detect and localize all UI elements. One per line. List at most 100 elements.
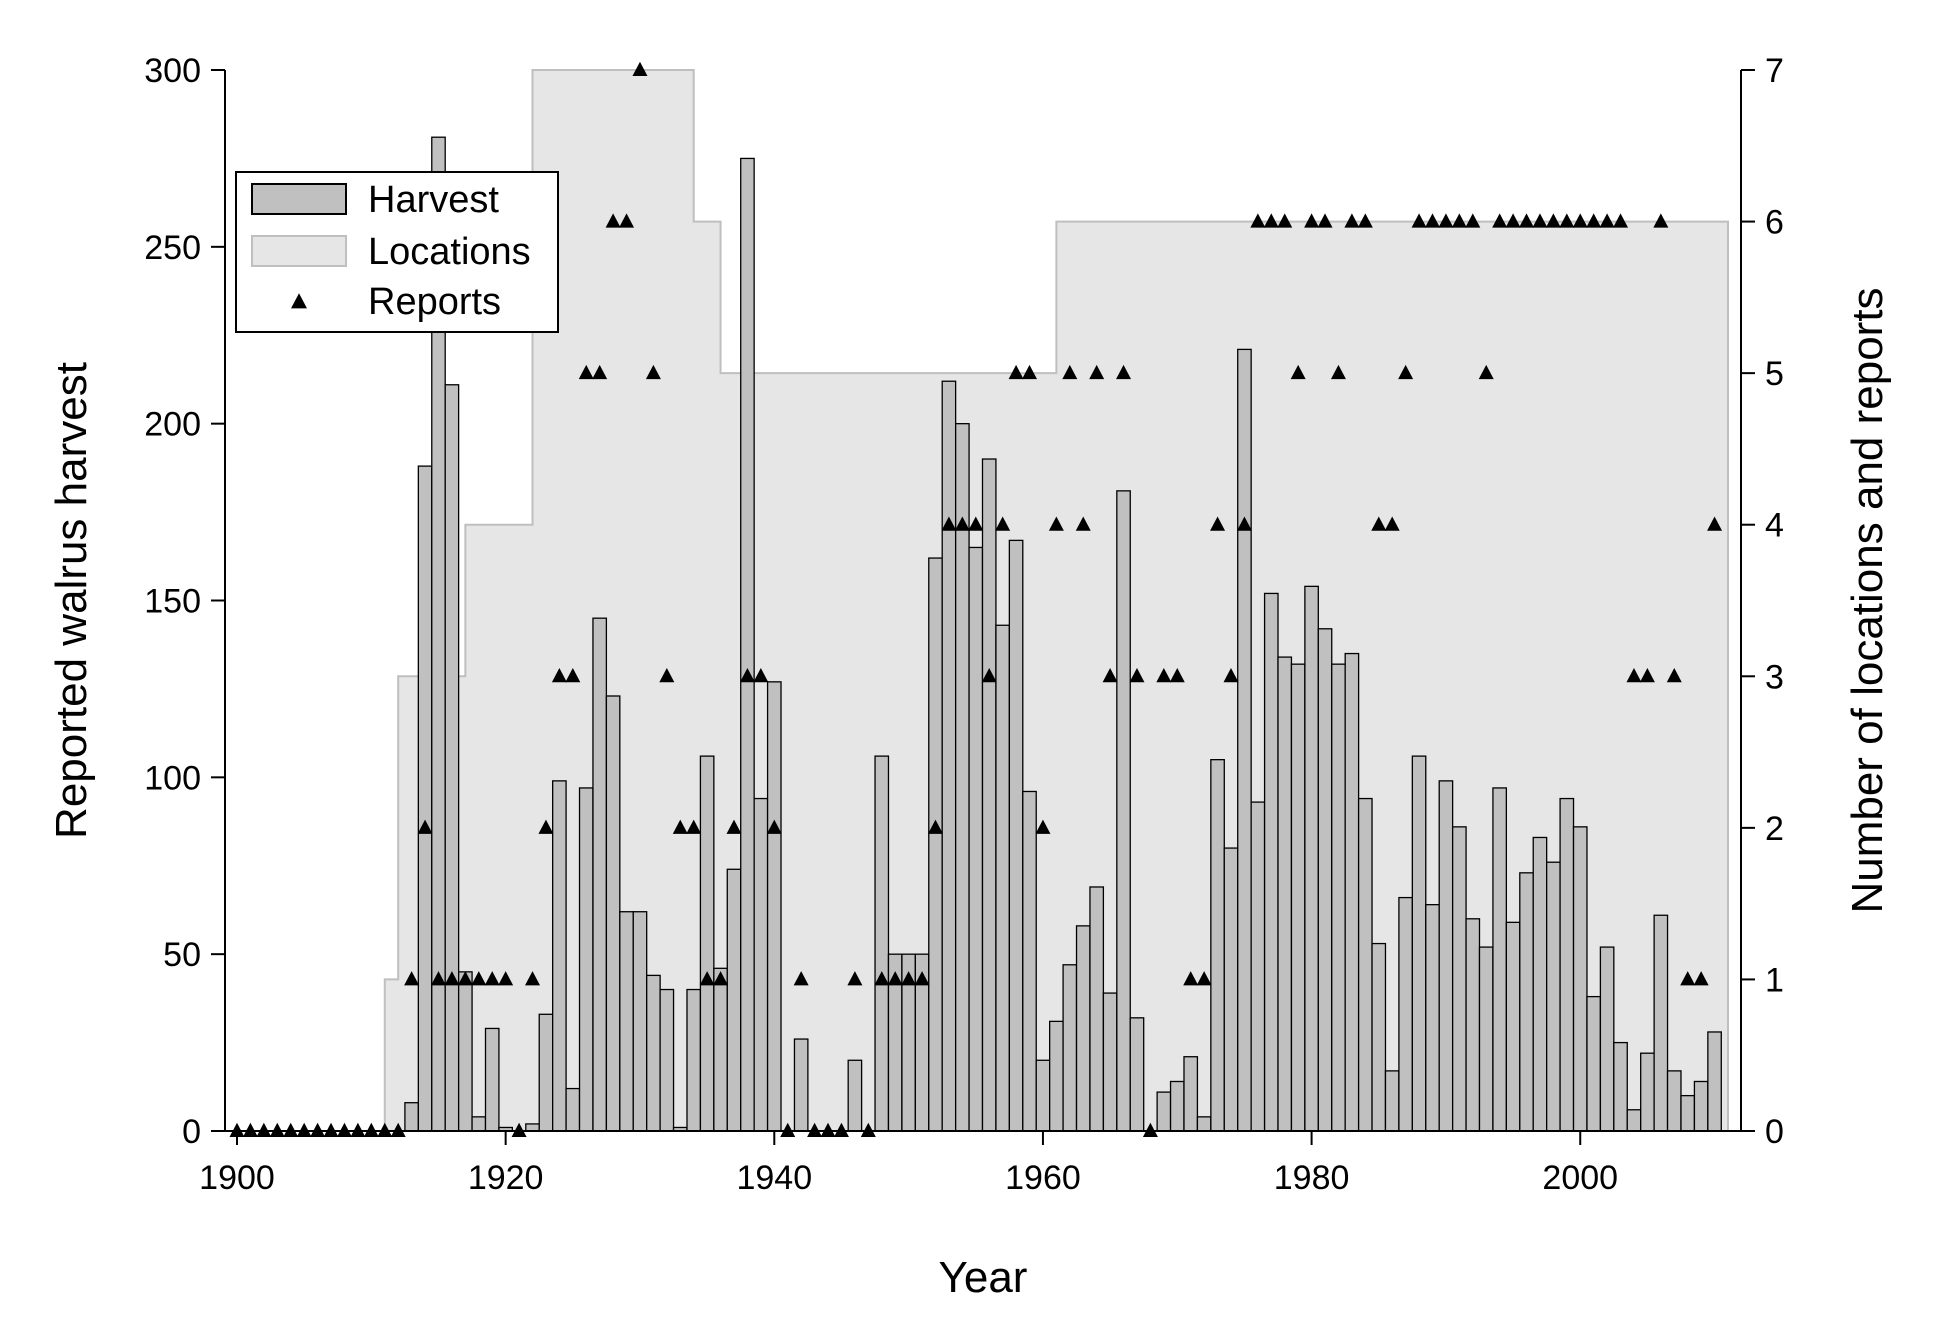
left-tick-label-150: 150	[144, 583, 201, 621]
harvest-bar-1967	[1129, 1017, 1145, 1132]
right-tick-label-3: 3	[1765, 658, 1784, 696]
harvest-bar-1982	[1331, 663, 1346, 1132]
harvest-bar-1927	[592, 617, 608, 1132]
harvest-bar-1937	[726, 868, 742, 1132]
legend-locations-swatch	[251, 235, 347, 267]
report-marker-1963	[1075, 516, 1091, 531]
legend-reports-marker	[291, 293, 307, 309]
harvest-bar-1996	[1519, 872, 1534, 1132]
report-marker-1995	[1505, 213, 1521, 228]
left-tick-label-100: 100	[144, 759, 201, 797]
harvest-bar-1992	[1465, 918, 1481, 1132]
report-marker-1975	[1236, 516, 1252, 531]
legend-locations-label: Locations	[368, 231, 531, 273]
legend: Harvest Locations Reports	[235, 171, 559, 333]
harvest-bar-1986	[1384, 1070, 1400, 1132]
report-marker-1918	[471, 971, 487, 986]
report-marker-2001	[1586, 213, 1602, 228]
report-marker-1971	[1183, 971, 1199, 986]
axes-layer: 0 50 100 150 200 250 300 0 1 2 3 4 5 6 7 1900 1920 1940 19…	[144, 52, 1784, 1197]
report-marker-1940	[766, 819, 782, 834]
x-tick-label-2000: 2000	[1542, 1159, 1618, 1197]
report-marker-1985	[1371, 516, 1387, 531]
harvest-bar-1980	[1304, 585, 1319, 1132]
harvest-bar-1999	[1559, 797, 1575, 1132]
harvest-bar-1940	[766, 681, 782, 1132]
harvest-bar-1977	[1263, 592, 1279, 1132]
report-marker-2003	[1613, 213, 1629, 228]
harvest-bar-1995	[1505, 921, 1521, 1132]
report-marker-1914	[417, 819, 433, 834]
report-marker-1997	[1532, 213, 1548, 228]
harvest-bar-2001	[1586, 995, 1602, 1132]
left-tick-label-0: 0	[182, 1113, 201, 1151]
right-tick-label-0: 0	[1765, 1113, 1784, 1151]
report-marker-1958	[1008, 364, 1024, 380]
harvest-bar-1976	[1250, 801, 1266, 1132]
report-marker-1931	[645, 364, 661, 380]
harvest-bar-1931	[646, 974, 661, 1132]
harvest-bar-1957	[995, 624, 1011, 1132]
harvest-bar-1961	[1049, 1020, 1064, 1132]
harvest-bar-1916	[444, 384, 460, 1132]
report-marker-1968	[1142, 1122, 1158, 1137]
harvest-bar-1934	[686, 988, 702, 1132]
legend-reports-label: Reports	[368, 281, 501, 323]
report-marker-1922	[525, 971, 541, 986]
left-tick-label-200: 200	[144, 406, 201, 444]
report-marker-1947	[860, 1122, 876, 1137]
right-tick-label-4: 4	[1765, 507, 1784, 545]
harvest-bar-1989	[1425, 904, 1440, 1132]
right-y-axis-title: Number of locations and reports	[1843, 287, 1892, 913]
report-marker-1962	[1062, 364, 1078, 380]
harvest-bar-1952	[928, 557, 943, 1132]
harvest-bar-1925	[565, 1087, 581, 1132]
harvest-bar-1963	[1075, 925, 1091, 1132]
harvest-bar-1972	[1196, 1116, 1212, 1132]
harvest-bar-1997	[1532, 836, 1548, 1132]
report-marker-1959	[1022, 364, 1038, 380]
report-marker-1978	[1277, 213, 1293, 228]
report-marker-1989	[1424, 213, 1440, 228]
harvest-bar-2010	[1707, 1031, 1722, 1132]
report-marker-2006	[1653, 213, 1669, 228]
report-marker-1902	[256, 1122, 272, 1137]
report-marker-1969	[1156, 668, 1172, 683]
harvest-bar-1959	[1022, 790, 1037, 1132]
report-marker-1923	[538, 819, 554, 834]
report-marker-1965	[1102, 668, 1118, 683]
right-tick-label-1: 1	[1765, 961, 1784, 999]
report-marker-1917	[457, 971, 473, 986]
report-marker-2004	[1626, 668, 1642, 683]
harvest-bar-1939	[753, 797, 769, 1132]
report-marker-2008	[1680, 971, 1696, 986]
harvest-bar-1973	[1210, 759, 1225, 1132]
report-marker-1924	[551, 668, 567, 683]
report-marker-1948	[874, 971, 890, 986]
report-marker-1999	[1559, 213, 1575, 228]
report-marker-1937	[726, 819, 742, 834]
report-marker-2002	[1599, 213, 1615, 228]
harvest-bar-1987	[1398, 896, 1413, 1132]
harvest-bar-1936	[713, 967, 728, 1132]
x-tick-label-1920: 1920	[468, 1159, 544, 1197]
report-marker-1934	[686, 819, 702, 834]
harvest-bar-1965	[1102, 992, 1118, 1132]
report-marker-1907	[323, 1122, 339, 1137]
harvest-bar-1984	[1357, 797, 1373, 1132]
report-marker-1977	[1263, 213, 1279, 228]
harvest-bar-2006	[1653, 914, 1669, 1132]
harvest-bar-2000	[1572, 826, 1588, 1132]
legend-harvest-label: Harvest	[368, 179, 499, 221]
report-marker-1936	[713, 971, 729, 986]
report-marker-1983	[1344, 213, 1360, 228]
harvest-bar-1991	[1451, 826, 1467, 1132]
report-marker-1956	[981, 668, 997, 683]
report-marker-1903	[269, 1122, 285, 1137]
report-marker-1951	[914, 971, 930, 986]
report-marker-1921	[511, 1122, 527, 1137]
report-marker-1980	[1304, 213, 1320, 228]
report-marker-1976	[1250, 213, 1266, 228]
x-tick-label-1900: 1900	[199, 1159, 275, 1197]
